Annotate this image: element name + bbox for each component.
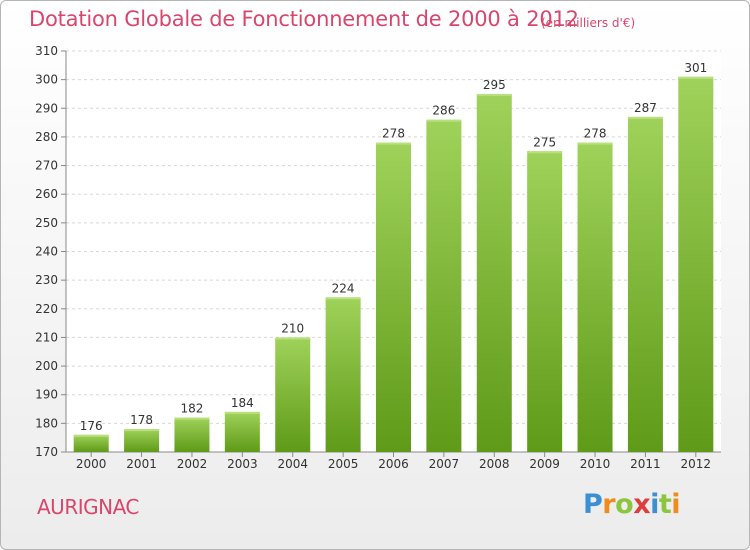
bar: [124, 429, 160, 452]
logo-letter: r: [602, 489, 616, 520]
x-tick-label: 2007: [429, 457, 460, 471]
data-label: 301: [684, 61, 707, 75]
commune-name: AURIGNAC: [37, 495, 139, 519]
data-label: 176: [80, 419, 103, 433]
bar-highlight: [678, 76, 714, 79]
logo-letter: o: [615, 489, 634, 520]
bar-highlight: [174, 417, 210, 420]
y-tick-label: 180: [35, 416, 58, 430]
bar-highlight: [426, 119, 462, 122]
bar: [376, 142, 411, 452]
data-label: 278: [382, 127, 405, 141]
bar-highlight: [124, 429, 160, 432]
data-label: 178: [130, 413, 153, 427]
bar: [275, 337, 311, 452]
proxiti-logo: Proxiti: [583, 489, 681, 520]
x-tick-label: 2002: [177, 457, 208, 471]
x-tick-label: 2006: [378, 457, 409, 471]
data-label: 184: [231, 396, 254, 410]
chart-title: Dotation Globale de Fonctionnement de 20…: [29, 7, 579, 31]
y-tick-label: 200: [35, 359, 58, 373]
y-tick-label: 170: [35, 445, 58, 459]
bar: [174, 417, 210, 452]
logo-letter: i: [671, 489, 681, 520]
y-tick-label: 280: [35, 130, 58, 144]
bar: [426, 119, 462, 452]
y-tick-label: 210: [35, 330, 58, 344]
x-tick-label: 2008: [479, 457, 510, 471]
bar: [325, 297, 361, 452]
y-tick-label: 240: [35, 245, 58, 259]
x-tick-label: 2009: [529, 457, 560, 471]
bar-highlight: [275, 337, 311, 340]
unit-note: (en milliers d'€): [541, 16, 636, 30]
x-tick-label: 2012: [681, 457, 712, 471]
x-tick-label: 2004: [277, 457, 308, 471]
data-label: 275: [533, 135, 556, 149]
y-tick-label: 290: [35, 101, 58, 115]
y-tick-label: 310: [35, 44, 58, 58]
bar: [224, 411, 260, 452]
y-tick-label: 300: [35, 73, 58, 87]
y-tick-label: 260: [35, 187, 58, 201]
data-label: 287: [634, 101, 657, 115]
data-label: 278: [584, 127, 607, 141]
x-tick-label: 2003: [227, 457, 258, 471]
bar-highlight: [224, 411, 260, 414]
bar-highlight: [325, 297, 361, 300]
bar: [678, 76, 714, 453]
bar: [577, 142, 613, 452]
bar: [527, 151, 563, 452]
bar-highlight: [73, 434, 109, 437]
y-tick-label: 220: [35, 302, 58, 316]
bar-highlight: [476, 93, 512, 96]
x-tick-label: 2005: [328, 457, 359, 471]
x-tick-label: 2001: [126, 457, 157, 471]
x-tick-label: 2000: [76, 457, 107, 471]
bar-highlight: [376, 142, 411, 145]
data-label: 224: [332, 281, 355, 295]
bar-highlight: [527, 151, 563, 154]
x-tick-label: 2010: [580, 457, 611, 471]
logo-letter: i: [650, 489, 659, 520]
data-label: 210: [281, 321, 304, 335]
y-tick-label: 190: [35, 388, 58, 402]
logo-letter: t: [658, 489, 672, 520]
bar-highlight: [627, 116, 663, 119]
data-label: 182: [181, 402, 204, 416]
x-tick-label: 2011: [630, 457, 661, 471]
bar: [627, 116, 663, 452]
logo-letter: P: [583, 489, 603, 520]
logo-letter: x: [633, 489, 651, 520]
y-tick-label: 250: [35, 216, 58, 230]
bar-highlight: [577, 142, 613, 145]
y-tick-label: 230: [35, 273, 58, 287]
bar: [476, 93, 512, 452]
bar: [73, 434, 109, 452]
y-tick-label: 270: [35, 159, 58, 173]
data-label: 295: [483, 78, 506, 92]
data-label: 286: [432, 104, 455, 118]
